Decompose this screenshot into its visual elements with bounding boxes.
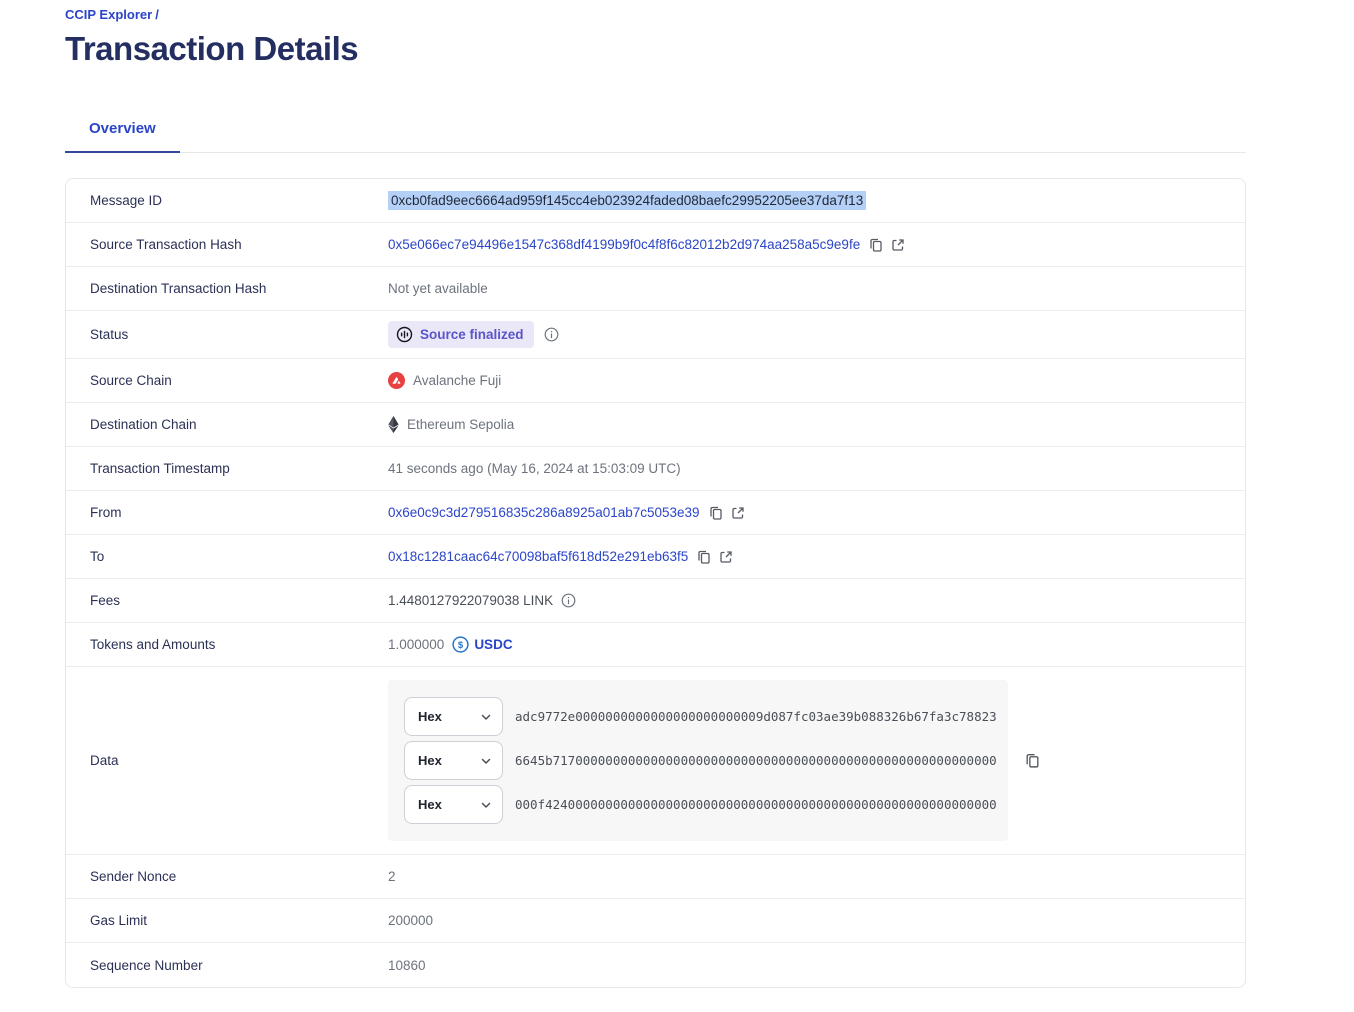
table-row-dest-chain: Destination Chain Ethereum Sepolia [66, 403, 1245, 447]
content: CCIP Explorer / Transaction Details Overv… [65, 0, 1246, 988]
row-label-dest-chain: Destination Chain [90, 417, 197, 432]
data-hex-box: Hex adc9772e0000000000000000000000009d08… [388, 680, 1008, 841]
data-line: Hex 6645b7170000000000000000000000000000… [404, 741, 997, 780]
breadcrumb-separator: / [155, 7, 159, 22]
chevron-down-icon [480, 799, 492, 811]
table-row-dest-tx-hash: Destination Transaction Hash Not yet ava… [66, 267, 1245, 311]
tab-overview[interactable]: Overview [65, 110, 180, 153]
row-label-data: Data [90, 753, 119, 768]
row-label-sequence-number: Sequence Number [90, 957, 203, 973]
data-hex-value: 000f424000000000000000000000000000000000… [515, 797, 997, 812]
table-row-to: To 0x18c1281caac64c70098baf5f618d52e291e… [66, 535, 1245, 579]
usdc-token-label: USDC [474, 637, 513, 652]
source-finalized-icon [396, 326, 413, 343]
row-label-from: From [90, 505, 122, 520]
row-label-dest-tx-hash: Destination Transaction Hash [90, 281, 267, 296]
usdc-icon: $ [452, 636, 469, 653]
source-chain-value: Avalanche Fuji [413, 373, 502, 388]
table-row-message-id: Message ID 0xcb0fad9eec6664ad959f145cc4e… [66, 179, 1245, 223]
page-title: Transaction Details [65, 30, 359, 67]
table-row-source-chain: Source Chain Avalanche Fuji [66, 359, 1245, 403]
table-row-gas-limit: Gas Limit 200000 [66, 899, 1245, 943]
copy-icon[interactable] [1024, 752, 1041, 769]
row-label-timestamp: Transaction Timestamp [90, 461, 230, 476]
table-row-sequence-number: Sequence Number 10860 [66, 943, 1245, 987]
data-hex-value: 6645b71700000000000000000000000000000000… [515, 753, 997, 768]
row-label-message-id: Message ID [90, 193, 163, 208]
copy-icon[interactable] [708, 505, 724, 521]
data-line: Hex adc9772e0000000000000000000000009d08… [404, 697, 997, 736]
fees-value: 1.4480127922079038 LINK [388, 593, 554, 608]
table-row-timestamp: Transaction Timestamp 41 seconds ago (Ma… [66, 447, 1245, 491]
row-label-fees: Fees [90, 593, 121, 608]
row-label-status: Status [90, 327, 129, 342]
table-row-sender-nonce: Sender Nonce 2 [66, 855, 1245, 899]
breadcrumb: CCIP Explorer / [65, 7, 1246, 22]
data-format-select[interactable]: Hex [404, 785, 503, 824]
status-badge-label: Source finalized [420, 327, 524, 342]
row-label-tokens: Tokens and Amounts [90, 637, 216, 652]
dest-tx-hash-value: Not yet available [388, 281, 488, 296]
message-id-value: 0xcb0fad9eec6664ad959f145cc4eb023924fade… [388, 191, 867, 210]
timestamp-value: 41 seconds ago (May 16, 2024 at 15:03:09… [388, 461, 681, 476]
fees-info-icon[interactable] [561, 593, 576, 608]
copy-icon[interactable] [868, 237, 884, 253]
table-row-from: From 0x6e0c9c3d279516835c286a8925a01ab7c… [66, 491, 1245, 535]
table-row-data: Data Hex adc9772e00000000000000000000000… [66, 667, 1245, 855]
external-link-icon[interactable] [718, 549, 734, 565]
svg-text:$: $ [458, 640, 464, 651]
token-amount-value: 1.000000 [388, 637, 445, 652]
data-hex-value: adc9772e0000000000000000000000009d087fc0… [515, 709, 997, 724]
status-info-icon[interactable] [544, 327, 559, 342]
sequence-number-value: 10860 [388, 957, 426, 973]
table-row-status: Status Source finalized [66, 311, 1245, 359]
row-label-source-tx-hash: Source Transaction Hash [90, 237, 242, 252]
ethereum-sepolia-icon [388, 416, 399, 433]
copy-icon[interactable] [696, 549, 712, 565]
row-label-sender-nonce: Sender Nonce [90, 869, 177, 884]
chevron-down-icon [480, 755, 492, 767]
table-row-fees: Fees 1.4480127922079038 LINK [66, 579, 1245, 623]
transaction-details-table: Message ID 0xcb0fad9eec6664ad959f145cc4e… [65, 178, 1246, 988]
source-tx-hash-link[interactable]: 0x5e066ec7e94496e1547c368df4199b9f0c4f8f… [388, 237, 861, 252]
data-line: Hex 000f42400000000000000000000000000000… [404, 785, 997, 824]
data-format-select[interactable]: Hex [404, 697, 503, 736]
gas-limit-value: 200000 [388, 913, 434, 928]
dest-chain-value: Ethereum Sepolia [407, 417, 515, 432]
status-badge: Source finalized [388, 321, 534, 348]
external-link-icon[interactable] [730, 505, 746, 521]
avalanche-fuji-icon [388, 372, 405, 389]
to-address-link[interactable]: 0x18c1281caac64c70098baf5f618d52e291eb63… [388, 549, 689, 564]
tab-bar: Overview [65, 110, 1246, 153]
external-link-icon[interactable] [890, 237, 906, 253]
sender-nonce-value: 2 [388, 869, 396, 884]
usdc-token-link[interactable]: $ USDC [452, 636, 513, 653]
chevron-down-icon [480, 711, 492, 723]
breadcrumb-ccip-explorer-link[interactable]: CCIP Explorer [65, 7, 153, 22]
table-row-tokens: Tokens and Amounts 1.000000 $ USDC [66, 623, 1245, 667]
row-label-to: To [90, 549, 105, 564]
row-label-source-chain: Source Chain [90, 373, 172, 388]
table-row-source-tx-hash: Source Transaction Hash 0x5e066ec7e94496… [66, 223, 1245, 267]
data-format-select[interactable]: Hex [404, 741, 503, 780]
row-label-gas-limit: Gas Limit [90, 913, 148, 928]
from-address-link[interactable]: 0x6e0c9c3d279516835c286a8925a01ab7c5053e… [388, 505, 700, 520]
